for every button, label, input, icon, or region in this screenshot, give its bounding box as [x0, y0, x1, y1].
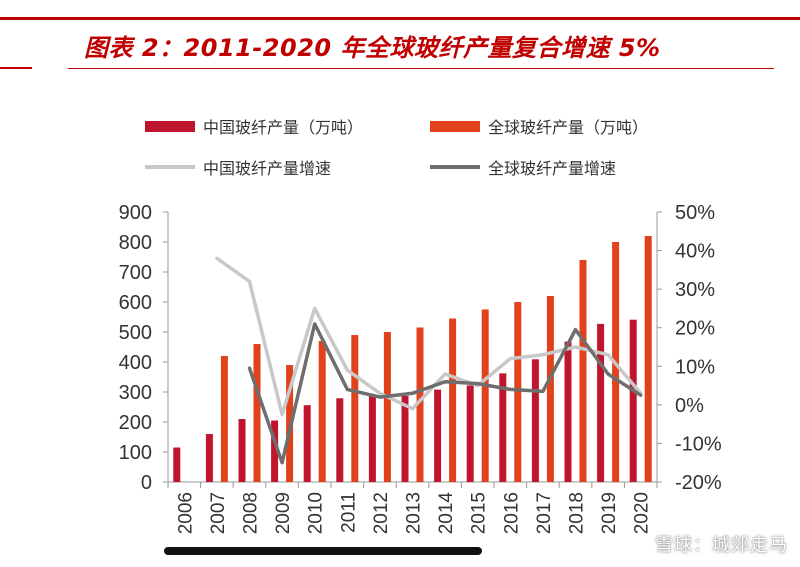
bar-global-output	[220, 356, 228, 482]
bar-china-output	[564, 341, 572, 482]
bar-global-output	[416, 327, 424, 482]
line-global-growth	[247, 322, 643, 465]
right-y-tick-label: -10%	[675, 433, 722, 455]
bar-china-output	[401, 395, 409, 482]
bar-global-output	[449, 318, 457, 482]
x-tick-label: 2009	[273, 492, 294, 534]
x-tick-label: 2015	[469, 492, 490, 534]
right-y-tick-label: 10%	[675, 356, 715, 378]
x-tick-label: 2010	[306, 492, 327, 534]
home-indicator-bar	[164, 547, 482, 555]
left-y-tick-label: 0	[141, 472, 152, 494]
legend-label-china-growth: 中国玻纤产量增速	[203, 159, 332, 178]
x-tick-label: 2017	[534, 492, 555, 534]
right-y-tick-label: 0%	[675, 395, 704, 417]
bar-china-output	[336, 398, 344, 482]
top-accent-line	[0, 17, 800, 20]
x-tick-label: 2013	[404, 492, 425, 534]
x-tick-label: 2018	[567, 492, 588, 534]
bar-global-output	[644, 236, 652, 482]
legend-label-china-output: 中国玻纤产量（万吨）	[203, 118, 364, 137]
bar-global-output	[318, 341, 326, 482]
legend-swatch-china-growth	[145, 165, 195, 169]
right-y-tick-label: 50%	[675, 202, 715, 224]
bar-china-output	[466, 385, 474, 482]
bar-global-output	[514, 302, 522, 482]
title-underline	[68, 68, 774, 69]
x-tick-label: 2016	[501, 492, 522, 534]
chart-title: 图表 2：2011-2020 年全球玻纤产量复合增速 5%	[84, 34, 661, 62]
bar-global-output	[481, 309, 489, 482]
x-tick-label: 2014	[436, 492, 457, 535]
bar-global-output	[579, 260, 587, 482]
left-y-tick-label: 500	[119, 322, 152, 344]
bar-china-output	[368, 395, 376, 482]
legend-label-global-output: 全球玻纤产量（万吨）	[488, 118, 649, 137]
legend-swatch-global-growth	[430, 165, 480, 169]
left-y-tick-label: 100	[119, 442, 152, 464]
bar-china-output	[434, 389, 442, 482]
left-y-tick-label: 300	[119, 382, 152, 404]
x-tick-label: 2006	[175, 492, 196, 534]
bar-china-output	[597, 323, 605, 482]
bar-china-output	[173, 447, 181, 482]
x-tick-label: 2011	[338, 492, 359, 533]
right-y-tick-label: 20%	[675, 318, 715, 340]
left-y-tick-label: 200	[119, 412, 152, 434]
right-y-tick-label: 40%	[675, 241, 715, 263]
bar-global-output	[546, 296, 554, 482]
legend-item-china-growth: 中国玻纤产量增速	[145, 155, 331, 179]
left-y-tick-label: 400	[119, 352, 152, 374]
x-tick-label: 2020	[632, 492, 653, 534]
left-y-tick-label: 600	[119, 292, 152, 314]
bar-china-output	[531, 359, 539, 482]
bar-global-output	[383, 332, 391, 482]
bar-global-output	[351, 335, 359, 482]
bar-china-output	[303, 405, 311, 482]
left-y-tick-label: 700	[119, 262, 152, 284]
legend-label-global-growth: 全球玻纤产量增速	[488, 159, 617, 178]
legend-swatch-global-output	[430, 120, 480, 132]
legend-item-china-output: 中国玻纤产量（万吨）	[145, 114, 363, 138]
left-y-tick-label: 800	[119, 232, 152, 254]
bar-china-output	[238, 419, 246, 482]
x-tick-label: 2008	[241, 492, 262, 534]
legend-swatch-china-output	[145, 120, 195, 132]
legend-item-global-output: 全球玻纤产量（万吨）	[430, 114, 648, 138]
x-tick-label: 2012	[371, 492, 392, 534]
left-y-tick-label: 900	[119, 202, 152, 224]
legend-item-global-growth: 全球玻纤产量增速	[430, 155, 616, 179]
left-accent-line	[0, 67, 32, 69]
right-y-tick-label: 30%	[675, 279, 715, 301]
x-tick-label: 2007	[208, 492, 229, 534]
line-china-growth	[215, 256, 643, 417]
bar-global-output	[253, 344, 261, 482]
watermark: 雪球：城郊走马	[655, 535, 788, 556]
bar-china-output	[629, 319, 637, 482]
bar-china-output	[499, 373, 507, 482]
bar-china-output	[271, 420, 279, 482]
x-tick-label: 2019	[599, 492, 620, 534]
bar-china-output	[205, 434, 213, 482]
right-y-tick-label: -20%	[675, 472, 722, 494]
